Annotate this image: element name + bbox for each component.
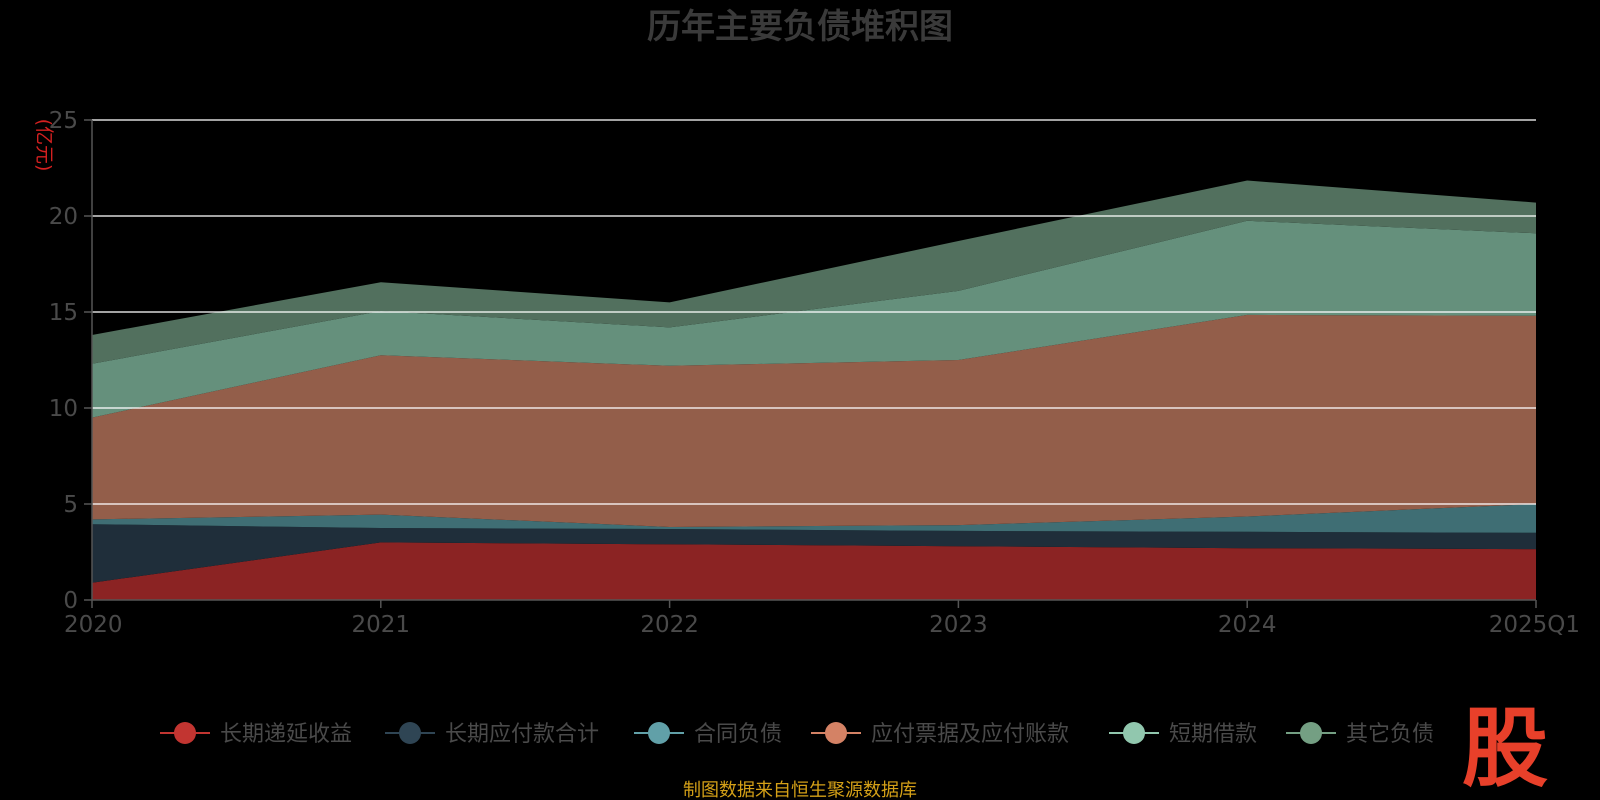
- x-tick-label: 2025Q1: [1489, 612, 1580, 638]
- area-series-0: [92, 542, 1536, 600]
- legend-marker-icon: [1300, 722, 1322, 744]
- axes: 0 5 10 15 20 25 2020 2021 2022 2023 2024 2025Q1: [49, 108, 1580, 638]
- legend-item-0[interactable]: 长期递延收益: [160, 722, 352, 747]
- grid-lines: [92, 119, 1536, 505]
- y-tick-label: 15: [49, 300, 78, 326]
- legend-label: 合同负债: [694, 722, 782, 747]
- legend-marker-icon: [825, 722, 847, 744]
- legend-label: 长期应付款合计: [445, 722, 599, 747]
- area-series-2: [92, 504, 1536, 533]
- y-tick-label: 25: [49, 108, 78, 134]
- area-series-5: [92, 180, 1536, 364]
- legend-item-3[interactable]: 应付票据及应付账款: [811, 722, 1069, 747]
- data-source-note: 制图数据来自恒生聚源数据库: [683, 780, 917, 800]
- legend-item-4[interactable]: 短期借款: [1109, 722, 1257, 747]
- legend-item-5[interactable]: 其它负债: [1286, 722, 1434, 747]
- x-tick-label: 2024: [1218, 612, 1277, 638]
- y-tick-label: 0: [63, 588, 78, 614]
- legend-marker-icon: [399, 722, 421, 744]
- x-tick-label: 2023: [929, 612, 988, 638]
- legend-label: 应付票据及应付账款: [871, 722, 1069, 747]
- legend-label: 短期借款: [1169, 722, 1257, 747]
- legend-item-2[interactable]: 合同负债: [634, 722, 782, 747]
- legend[interactable]: 长期递延收益 长期应付款合计 合同负债 应付票据及应付账款 短期借款 其它负债: [160, 722, 1434, 747]
- legend-marker-icon: [648, 722, 670, 744]
- legend-marker-icon: [174, 722, 196, 744]
- area-series-4: [92, 220, 1536, 418]
- legend-label: 长期递延收益: [220, 722, 352, 747]
- chart-title: 历年主要负债堆积图: [647, 7, 953, 47]
- x-tick-label: 2020: [64, 612, 123, 638]
- area-layers: [92, 180, 1536, 600]
- area-series-3: [92, 314, 1536, 527]
- legend-marker-icon: [1123, 722, 1145, 744]
- logo-mark: 股: [1462, 699, 1548, 799]
- x-tick-label: 2022: [640, 612, 699, 638]
- y-tick-label: 10: [49, 396, 78, 422]
- legend-label: 其它负债: [1346, 722, 1434, 747]
- legend-item-1[interactable]: 长期应付款合计: [385, 722, 599, 747]
- y-tick-label: 20: [49, 204, 78, 230]
- area-series-1: [92, 524, 1536, 583]
- x-tick-label: 2021: [352, 612, 411, 638]
- y-tick-label: 5: [63, 492, 78, 518]
- y-axis-unit: (亿元): [33, 119, 55, 172]
